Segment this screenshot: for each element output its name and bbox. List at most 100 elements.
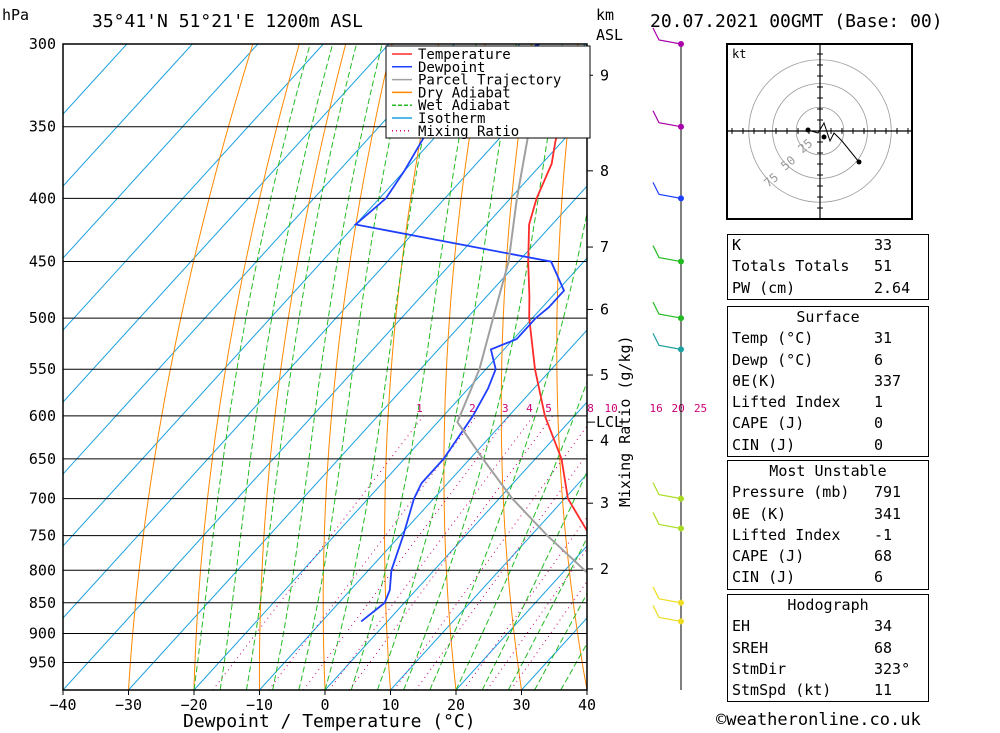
- row-label: Lifted Index: [732, 393, 841, 412]
- row-label: CAPE (J): [732, 414, 805, 433]
- most-unstable-row: Lifted Index -1: [728, 525, 928, 546]
- km-tick-label: 8: [600, 162, 609, 180]
- wet-adiabat-line: [298, 44, 411, 690]
- datetime-title: 20.07.2021 00GMT (Base: 00): [650, 11, 943, 32]
- row-value: 6: [874, 568, 884, 587]
- legend-entry: Dewpoint: [418, 60, 485, 76]
- x-tick-label: −20: [180, 696, 207, 714]
- mixing-ratio-label: 10: [605, 402, 618, 415]
- legend-entry: Dry Adiabat: [418, 85, 511, 101]
- isotherm-line: [193, 257, 587, 690]
- wet-adiabat-line: [219, 44, 334, 690]
- mixing-ratio-label: 4: [526, 402, 533, 415]
- wet-adiabat-line: [507, 537, 587, 690]
- row-value: 6: [874, 350, 884, 369]
- legend-entry: Parcel Trajectory: [418, 73, 561, 89]
- y-tick-label: 450: [29, 253, 56, 271]
- row-label: CIN (J): [732, 568, 796, 587]
- hodograph-panel: kt 25 50 75: [726, 42, 913, 220]
- km-tick-label: 9: [600, 66, 609, 84]
- mixing-ratio-line: [348, 415, 554, 690]
- wet-adiabat-line: [245, 44, 357, 690]
- row-value: 0: [874, 414, 884, 433]
- y-tick-label: 500: [29, 309, 56, 327]
- dry-adiabat-line: [384, 44, 440, 690]
- y-tick-label: 350: [29, 118, 56, 136]
- isotherm-line: [455, 545, 587, 690]
- km-tick-label: 2: [600, 560, 609, 578]
- wet-adiabat-line: [429, 210, 587, 690]
- row-label: K: [732, 236, 742, 254]
- x-tick-label: −10: [246, 696, 273, 714]
- y-tick-label: 800: [29, 561, 56, 579]
- legend-entry: Temperature: [418, 47, 511, 63]
- wet-adiabat-line: [403, 44, 563, 690]
- row-value: 0: [874, 435, 884, 454]
- row-label: CIN (J): [732, 435, 796, 454]
- isotherm-line: [63, 113, 587, 690]
- surface-row: Dewp (°C) 6: [728, 350, 928, 371]
- row-label: Lifted Index: [732, 525, 841, 544]
- x-tick-label: 40: [578, 696, 596, 714]
- hodograph-ring-label: 25: [795, 136, 815, 156]
- index-row: PW (cm) 2.64: [728, 278, 928, 299]
- hodograph-stat-row: SREH 68: [728, 638, 928, 659]
- legend-box: [385, 45, 591, 139]
- isotherm-line: [259, 329, 587, 690]
- most-unstable-row: Pressure (mb) 791: [728, 482, 928, 503]
- x-axis-label: Dewpoint / Temperature (°C): [183, 711, 476, 732]
- dry-adiabat-line: [996, 44, 1000, 690]
- surface-row: Lifted Index 1: [728, 392, 928, 413]
- y-tick-label: 300: [29, 35, 56, 53]
- wet-adiabat-line: [193, 44, 311, 690]
- km-tick-label: 3: [600, 494, 609, 512]
- wet-adiabat-line: [324, 44, 442, 690]
- wind-barb: [652, 512, 682, 530]
- row-value: 51: [874, 257, 893, 276]
- hodograph-point: [805, 127, 811, 133]
- mixing-ratio-label: 3: [502, 402, 509, 415]
- index-row: Totals Totals 51: [728, 256, 928, 277]
- y-tick-label: 400: [29, 189, 56, 207]
- panel-heading: Most Unstable: [769, 462, 887, 480]
- y-tick-label: 750: [29, 527, 56, 545]
- row-label: θE(K): [732, 371, 778, 390]
- mixing-ratio-label: 16: [649, 402, 662, 415]
- mixing-ratio-label: 20: [672, 402, 685, 415]
- surface-row: CAPE (J) 0: [728, 413, 928, 434]
- row-value: 11: [874, 681, 893, 700]
- wet-adiabat-line: [481, 470, 587, 690]
- isotherm-line: [390, 473, 587, 690]
- mixing-ratio-label: 25: [694, 402, 707, 415]
- most-unstable-panel: Most Unstable Pressure (mb) 791 θE (K) 341 Li…: [727, 460, 929, 590]
- km-tick-label: 7: [600, 238, 609, 256]
- y-tick-label: 550: [29, 360, 56, 378]
- hodograph-stat-row: EH 34: [728, 616, 928, 637]
- mixing-ratio-label: 8: [587, 402, 594, 415]
- y-tick-label: 600: [29, 407, 56, 425]
- hodograph-trace: [807, 121, 860, 163]
- hodograph-point: [856, 159, 862, 165]
- legend-entry: Wet Adiabat: [418, 98, 511, 114]
- hodograph-ring-label: 50: [778, 153, 798, 173]
- wind-barb: [652, 182, 682, 199]
- row-value: 68: [874, 547, 893, 566]
- x-tick-label: −40: [49, 696, 76, 714]
- dry-adiabat-line: [949, 44, 1000, 690]
- row-value: 323°: [874, 659, 911, 678]
- y-tick-label: 900: [29, 624, 56, 642]
- row-label: Dewp (°C): [732, 350, 814, 369]
- hodograph-storm-motion: [821, 134, 827, 140]
- row-label: Pressure (mb): [732, 483, 850, 502]
- mixing-ratio-label: 2: [469, 402, 476, 415]
- isotherm-line: [324, 401, 587, 690]
- dry-adiabat-line: [128, 44, 254, 690]
- mixing-ratio-label: 5: [545, 402, 552, 415]
- y-tick-label: 950: [29, 653, 56, 671]
- dry-adiabat-line: [258, 44, 347, 690]
- lcl-label: LCL: [596, 413, 623, 431]
- dry-adiabat-line: [193, 44, 300, 690]
- wind-barb: [652, 301, 682, 319]
- hodograph-unit: kt: [732, 47, 746, 61]
